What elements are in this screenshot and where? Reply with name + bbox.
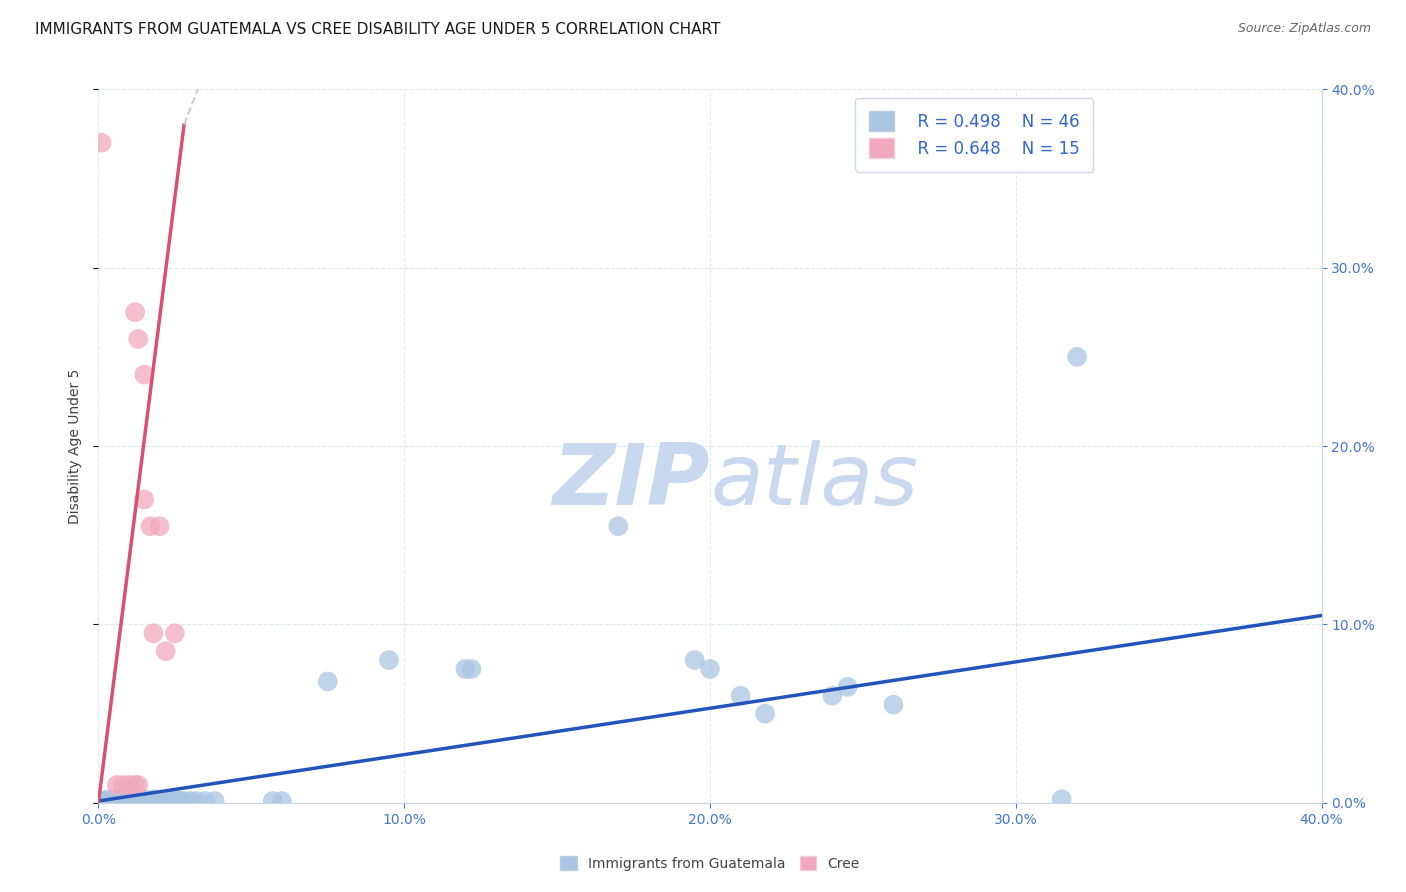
Point (103, 794, 125, 808)
Point (127, 794, 149, 808)
Point (111, 794, 134, 808)
Point (93, 794, 115, 808)
Point (127, 778, 149, 792)
Point (142, 626, 165, 640)
Point (607, 519, 630, 533)
Point (118, 778, 141, 792)
Point (883, 698, 905, 712)
Point (754, 706, 776, 721)
Point (90, 794, 112, 808)
Point (262, 794, 284, 808)
Point (129, 794, 152, 808)
Point (121, 794, 143, 808)
Y-axis label: Disability Age Under 5: Disability Age Under 5 (69, 368, 83, 524)
Point (90, 136, 112, 150)
Point (163, 792, 186, 806)
Point (139, 519, 162, 533)
Point (730, 689, 752, 703)
Point (170, 794, 193, 808)
Point (316, 674, 339, 689)
Point (699, 662, 721, 676)
Point (194, 794, 217, 808)
Point (149, 794, 172, 808)
Point (163, 626, 186, 640)
Point (115, 792, 138, 806)
Point (683, 653, 706, 667)
Point (100, 794, 122, 808)
Point (134, 792, 156, 806)
Point (821, 689, 844, 703)
Point (1066, 350, 1088, 364)
Point (837, 680, 859, 694)
Point (134, 368, 156, 382)
Point (1050, 792, 1073, 806)
Point (149, 519, 172, 533)
Point (134, 492, 156, 507)
Point (270, 794, 292, 808)
Point (167, 794, 190, 808)
Point (124, 792, 146, 806)
Point (454, 662, 477, 676)
Point (142, 792, 165, 806)
Point (460, 662, 482, 676)
Point (105, 792, 128, 806)
Point (124, 778, 146, 792)
Point (136, 794, 159, 808)
Point (127, 332, 149, 346)
Point (118, 794, 141, 808)
Legend: Immigrants from Guatemala, Cree: Immigrants from Guatemala, Cree (554, 849, 866, 878)
Point (155, 794, 177, 808)
Text: ZIP: ZIP (553, 440, 710, 524)
Point (145, 794, 167, 808)
Point (97, 792, 120, 806)
Text: IMMIGRANTS FROM GUATEMALA VS CREE DISABILITY AGE UNDER 5 CORRELATION CHART: IMMIGRANTS FROM GUATEMALA VS CREE DISABI… (35, 22, 720, 37)
Point (179, 794, 201, 808)
Point (124, 305, 146, 319)
Point (378, 653, 401, 667)
Point (204, 794, 226, 808)
Text: Source: ZipAtlas.com: Source: ZipAtlas.com (1237, 22, 1371, 36)
Point (173, 794, 195, 808)
Point (157, 794, 180, 808)
Point (186, 794, 208, 808)
Point (105, 778, 128, 792)
Point (155, 644, 177, 658)
Point (139, 794, 162, 808)
Text: atlas: atlas (710, 440, 918, 524)
Point (108, 794, 131, 808)
Point (111, 778, 134, 792)
